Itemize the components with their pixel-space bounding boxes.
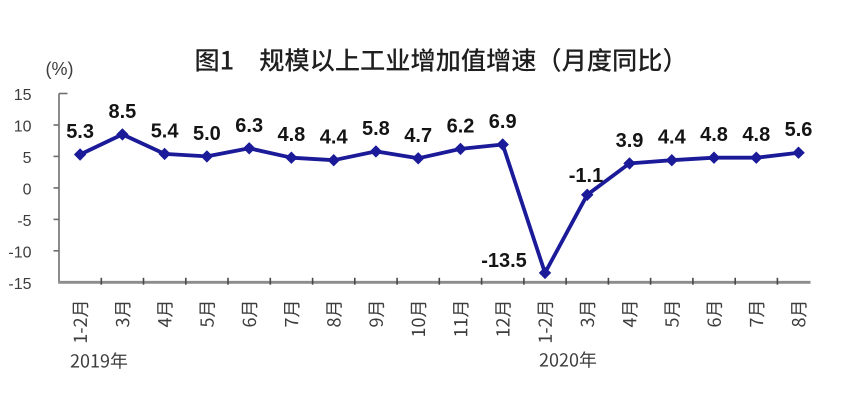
- svg-text:5.4: 5.4: [151, 120, 180, 142]
- svg-text:5.8: 5.8: [362, 118, 390, 140]
- svg-text:-15: -15: [8, 276, 31, 293]
- svg-text:6.9: 6.9: [489, 111, 517, 133]
- svg-text:8.5: 8.5: [108, 101, 136, 123]
- svg-text:4.8: 4.8: [700, 124, 728, 146]
- svg-text:4.4: 4.4: [658, 127, 687, 149]
- svg-text:5.3: 5.3: [66, 121, 94, 143]
- svg-text:-1.1: -1.1: [569, 165, 603, 187]
- svg-text:6.3: 6.3: [235, 115, 263, 137]
- svg-text:5.6: 5.6: [785, 119, 813, 141]
- svg-text:5.0: 5.0: [193, 123, 221, 145]
- svg-text:4.7: 4.7: [404, 125, 432, 147]
- svg-text:-10: -10: [8, 245, 31, 262]
- svg-text:0: 0: [23, 182, 32, 199]
- svg-text:4.8: 4.8: [277, 124, 305, 146]
- svg-text:6.2: 6.2: [447, 115, 475, 137]
- svg-text:5: 5: [23, 150, 32, 167]
- svg-text:-5: -5: [17, 213, 31, 230]
- svg-text:10: 10: [14, 119, 32, 136]
- svg-text:4.4: 4.4: [320, 127, 349, 149]
- svg-text:(%): (%): [46, 59, 74, 79]
- svg-text:3.9: 3.9: [616, 130, 644, 152]
- svg-text:-13.5: -13.5: [481, 250, 527, 272]
- svg-text:4.8: 4.8: [742, 124, 770, 146]
- svg-text:15: 15: [14, 87, 32, 104]
